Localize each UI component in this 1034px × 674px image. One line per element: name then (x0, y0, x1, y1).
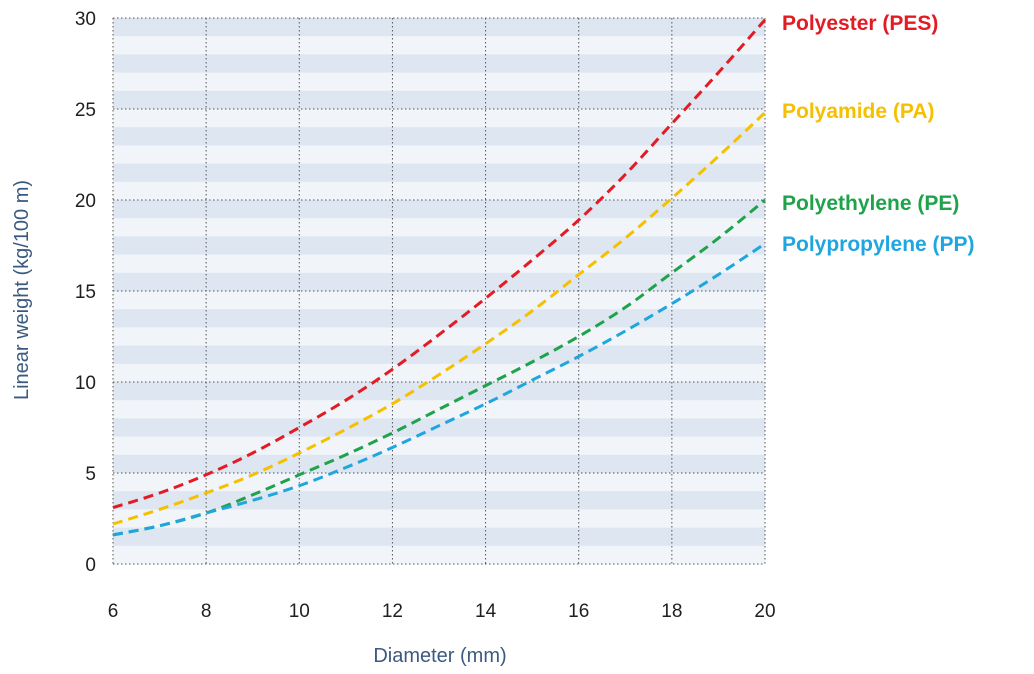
background-band (113, 545, 765, 565)
legend-label: Polyester (PES) (782, 12, 938, 35)
x-tick-label: 12 (382, 601, 403, 622)
x-tick-label: 20 (754, 601, 775, 622)
background-band (113, 436, 765, 456)
background-band (113, 400, 765, 419)
background-bands (113, 18, 765, 565)
background-band (113, 527, 765, 547)
y-tick-label: 15 (75, 282, 96, 303)
background-band (113, 145, 765, 165)
background-band (113, 454, 765, 474)
y-tick-label: 30 (75, 9, 96, 30)
background-band (113, 291, 765, 310)
series-lines (112, 18, 767, 537)
series-line (112, 242, 766, 537)
background-band (113, 181, 765, 201)
background-band (113, 200, 765, 219)
legend: Polyester (PES) Polyamide (PA) Polyethylen… (782, 12, 975, 256)
x-tick-label: 6 (108, 601, 119, 622)
series-line (112, 111, 767, 526)
background-band (113, 254, 765, 274)
x-tick-label: 10 (289, 601, 310, 622)
background-band (113, 72, 765, 92)
x-tick-label: 16 (568, 601, 589, 622)
background-band (113, 272, 765, 292)
background-band (113, 127, 765, 146)
y-tick-label: 25 (75, 100, 96, 121)
legend-label: Polyamide (PA) (782, 100, 934, 123)
background-band (113, 218, 765, 237)
background-band (113, 109, 765, 128)
background-band (113, 345, 765, 365)
background-band (113, 382, 765, 401)
background-band (113, 473, 765, 492)
y-axis-ticks: 0 5 10 15 20 25 30 (75, 9, 96, 576)
background-band (113, 36, 765, 55)
series-line (112, 18, 767, 510)
legend-label: Polyethylene (PE) (782, 192, 959, 215)
grid-lines (112, 17, 766, 565)
background-band (113, 309, 765, 328)
y-tick-label: 20 (75, 191, 96, 212)
background-band (113, 18, 765, 37)
background-band (113, 509, 765, 529)
y-tick-label: 0 (85, 555, 96, 576)
y-tick-label: 10 (75, 373, 96, 394)
x-tick-label: 18 (661, 601, 682, 622)
background-band (113, 418, 765, 438)
background-band (113, 54, 765, 74)
y-axis-title: Linear weight (kg/100 m) (11, 180, 33, 400)
x-tick-label: 8 (201, 601, 212, 622)
legend-label: Polypropylene (PP) (782, 233, 975, 256)
background-band (113, 236, 765, 256)
background-band (113, 327, 765, 347)
x-tick-label: 14 (475, 601, 497, 622)
background-band (113, 90, 765, 110)
background-band (113, 163, 765, 183)
x-axis-title: Diameter (mm) (373, 645, 506, 667)
x-axis-ticks: 6 8 10 12 14 16 18 20 (108, 601, 776, 622)
y-tick-label: 5 (85, 464, 96, 485)
background-band (113, 491, 765, 510)
